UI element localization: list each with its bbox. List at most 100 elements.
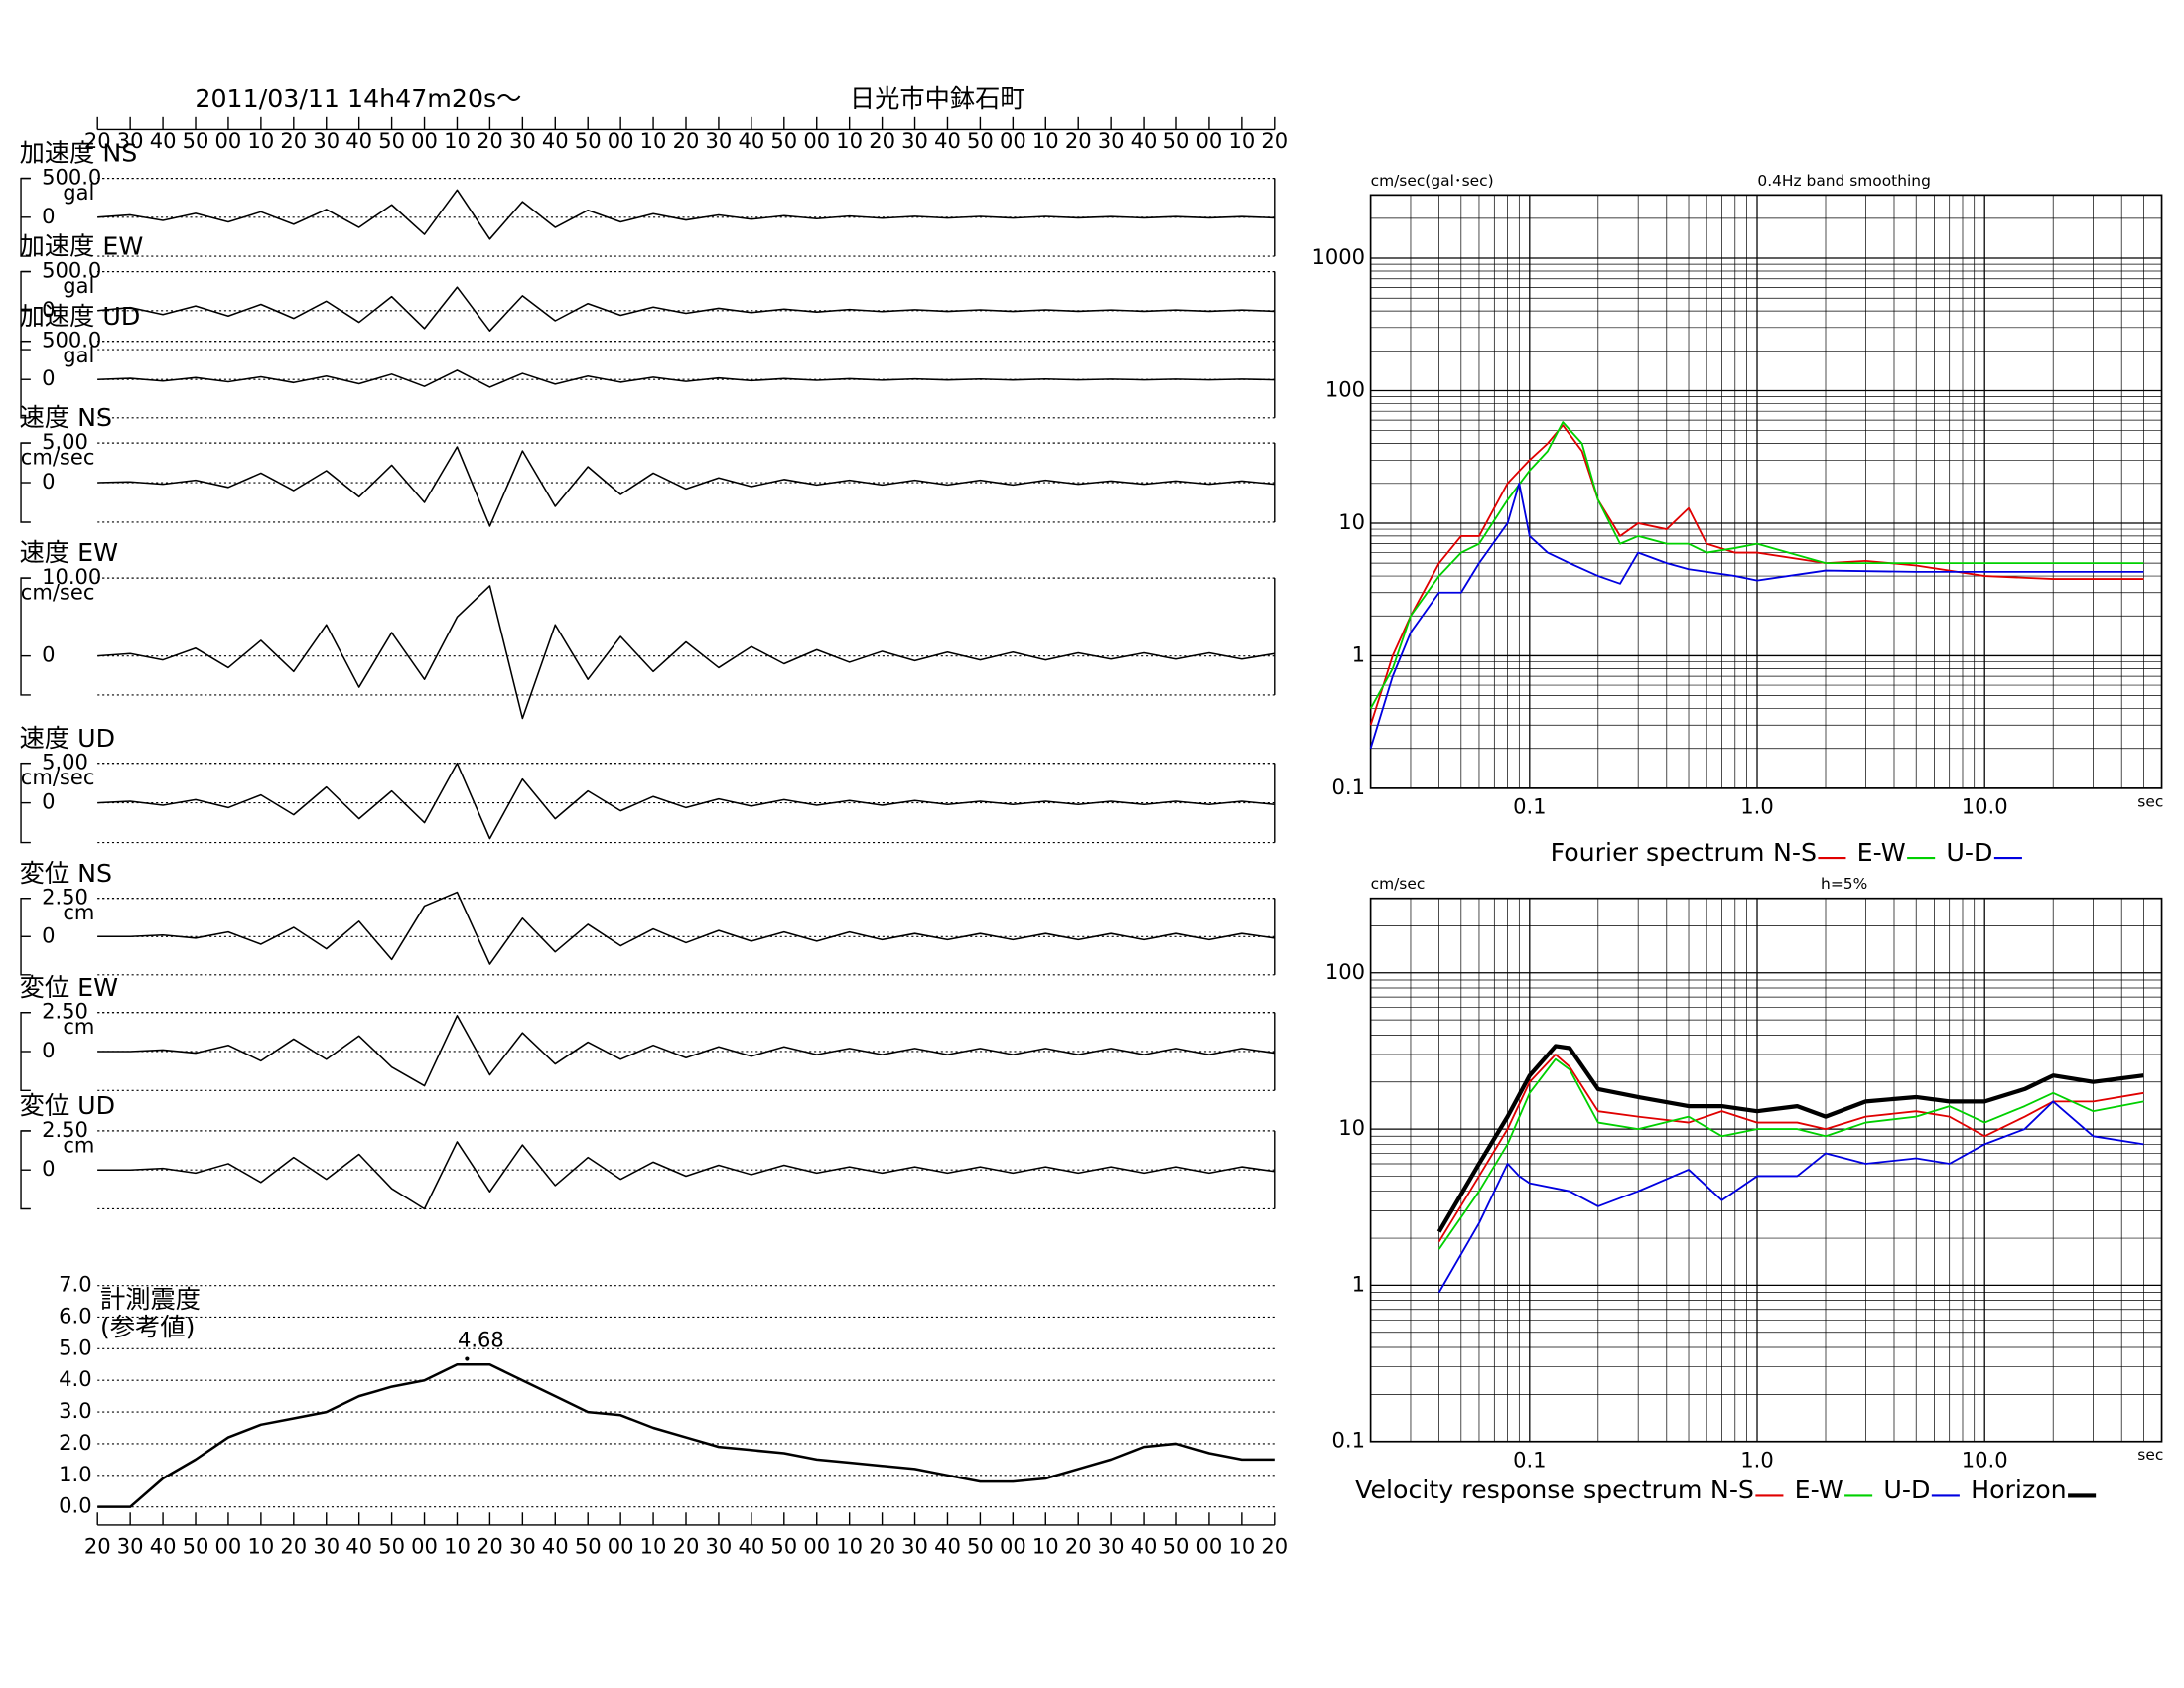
x-tick-label: 50 bbox=[1163, 128, 1190, 153]
x-tick-label: 50 bbox=[575, 128, 602, 153]
waveform bbox=[97, 189, 1275, 240]
trace-title: 加速度 UD bbox=[20, 302, 141, 331]
x-tick-label: 00 bbox=[608, 128, 634, 153]
x-tick-label: 1.0 bbox=[1740, 794, 1773, 819]
x-tick-label: 00 bbox=[1196, 1533, 1223, 1558]
x-tick-label: 40 bbox=[1131, 128, 1158, 153]
x-tick-label: 30 bbox=[706, 128, 733, 153]
legend-title: Velocity response spectrum bbox=[1355, 1476, 1702, 1504]
x-tick-label: 10 bbox=[640, 128, 667, 153]
x-unit: sec bbox=[2137, 792, 2163, 810]
x-tick-label: 10 bbox=[1228, 128, 1255, 153]
x-tick-label: 50 bbox=[378, 128, 405, 153]
x-tick-label: 10 bbox=[247, 128, 274, 153]
x-tick-label: 20 bbox=[84, 128, 111, 153]
x-tick-label: 50 bbox=[1163, 1533, 1190, 1558]
x-tick-label: 10 bbox=[836, 1533, 863, 1558]
y-tick-label: 10.00 bbox=[42, 564, 101, 589]
x-tick-label: 40 bbox=[542, 128, 569, 153]
x-tick-label: 50 bbox=[770, 1533, 797, 1558]
trace-unit: cm bbox=[63, 1014, 94, 1039]
trace-unit: gal bbox=[63, 343, 94, 367]
x-tick-label: 50 bbox=[967, 1533, 994, 1558]
spectrum-line bbox=[1369, 482, 2144, 749]
y-tick-label: 2.50 bbox=[42, 885, 88, 910]
x-tick-label: 0.1 bbox=[1513, 794, 1546, 819]
spectrum-line bbox=[1369, 424, 2144, 726]
x-tick-label: 30 bbox=[706, 1533, 733, 1558]
x-tick-label: 30 bbox=[313, 128, 340, 153]
y-tick-label: 0 bbox=[42, 642, 55, 667]
spectrum-line bbox=[1369, 421, 2144, 709]
x-tick-label: 00 bbox=[1000, 1533, 1026, 1558]
x-tick-label: 30 bbox=[117, 1533, 144, 1558]
x-tick-label: 20 bbox=[673, 128, 700, 153]
y-tick-label: 6.0 bbox=[59, 1303, 91, 1328]
x-unit: sec bbox=[2137, 1446, 2163, 1464]
y-tick-label: 10 bbox=[1338, 509, 1365, 534]
waveform bbox=[97, 369, 1275, 388]
x-tick-label: 00 bbox=[215, 1533, 242, 1558]
y-tick-label: 0 bbox=[42, 365, 55, 390]
x-tick-label: 10 bbox=[640, 1533, 667, 1558]
x-tick-label: 40 bbox=[345, 128, 372, 153]
y-tick-label: 1000 bbox=[1311, 244, 1365, 269]
x-tick-label: 40 bbox=[1131, 1533, 1158, 1558]
x-tick-label: 10 bbox=[247, 1533, 274, 1558]
x-tick-label: 20 bbox=[1261, 128, 1288, 153]
x-tick-label: 30 bbox=[313, 1533, 340, 1558]
x-tick-label: 30 bbox=[509, 1533, 536, 1558]
waveform bbox=[97, 762, 1275, 840]
y-tick-label: 2.50 bbox=[42, 1117, 88, 1142]
legend-title: Fourier spectrum bbox=[1551, 838, 1765, 867]
x-tick-label: 20 bbox=[673, 1533, 700, 1558]
x-tick-label: 30 bbox=[117, 128, 144, 153]
spectrum-line bbox=[1437, 1100, 2144, 1294]
x-tick-label: 00 bbox=[608, 1533, 634, 1558]
peak-marker bbox=[465, 1356, 470, 1361]
spectrum-line bbox=[1437, 1057, 2144, 1250]
trace-title: 変位 EW bbox=[20, 973, 118, 1002]
x-tick-label: 20 bbox=[84, 1533, 111, 1558]
waveform bbox=[97, 891, 1275, 965]
x-tick-label: 40 bbox=[345, 1533, 372, 1558]
x-tick-label: 20 bbox=[869, 128, 895, 153]
y-tick-label: 0 bbox=[42, 297, 55, 322]
x-tick-label: 50 bbox=[575, 1533, 602, 1558]
x-tick-label: 40 bbox=[150, 1533, 177, 1558]
x-tick-label: 40 bbox=[150, 128, 177, 153]
x-tick-label: 1.0 bbox=[1740, 1447, 1773, 1472]
x-tick-label: 00 bbox=[1000, 128, 1026, 153]
y-tick-label: 1 bbox=[1352, 641, 1365, 666]
x-tick-label: 20 bbox=[280, 128, 307, 153]
x-tick-label: 20 bbox=[477, 1533, 503, 1558]
x-tick-label: 00 bbox=[803, 1533, 830, 1558]
waveform bbox=[97, 446, 1275, 527]
y-tick-label: 0.1 bbox=[1332, 1428, 1365, 1453]
x-tick-label: 20 bbox=[1065, 1533, 1092, 1558]
waveform bbox=[97, 1015, 1275, 1087]
legend-label: Horizon bbox=[1971, 1476, 2067, 1504]
peak-label: 4.68 bbox=[458, 1327, 504, 1351]
x-tick-label: 30 bbox=[1098, 128, 1125, 153]
x-tick-label: 10 bbox=[836, 128, 863, 153]
x-tick-label: 20 bbox=[477, 128, 503, 153]
trace-unit: cm bbox=[63, 900, 94, 924]
record-datetime: 2011/03/11 14h47m20s〜 bbox=[195, 84, 521, 113]
y-tick-label: 2.0 bbox=[59, 1430, 91, 1455]
x-tick-label: 50 bbox=[967, 128, 994, 153]
x-tick-label: 00 bbox=[1196, 128, 1223, 153]
x-tick-label: 10.0 bbox=[1962, 1447, 2008, 1472]
x-tick-label: 30 bbox=[901, 1533, 928, 1558]
trace-unit: cm bbox=[63, 1132, 94, 1157]
x-tick-label: 20 bbox=[280, 1533, 307, 1558]
y-unit: cm/sec(gal･sec) bbox=[1371, 172, 1494, 190]
y-tick-label: 1 bbox=[1352, 1271, 1365, 1296]
x-tick-label: 50 bbox=[378, 1533, 405, 1558]
x-tick-label: 30 bbox=[1098, 1533, 1125, 1558]
waveform bbox=[97, 585, 1275, 720]
chart-subtitle: h=5% bbox=[1821, 875, 1867, 893]
x-tick-label: 50 bbox=[183, 1533, 209, 1558]
trace-unit: cm/sec bbox=[21, 765, 95, 789]
